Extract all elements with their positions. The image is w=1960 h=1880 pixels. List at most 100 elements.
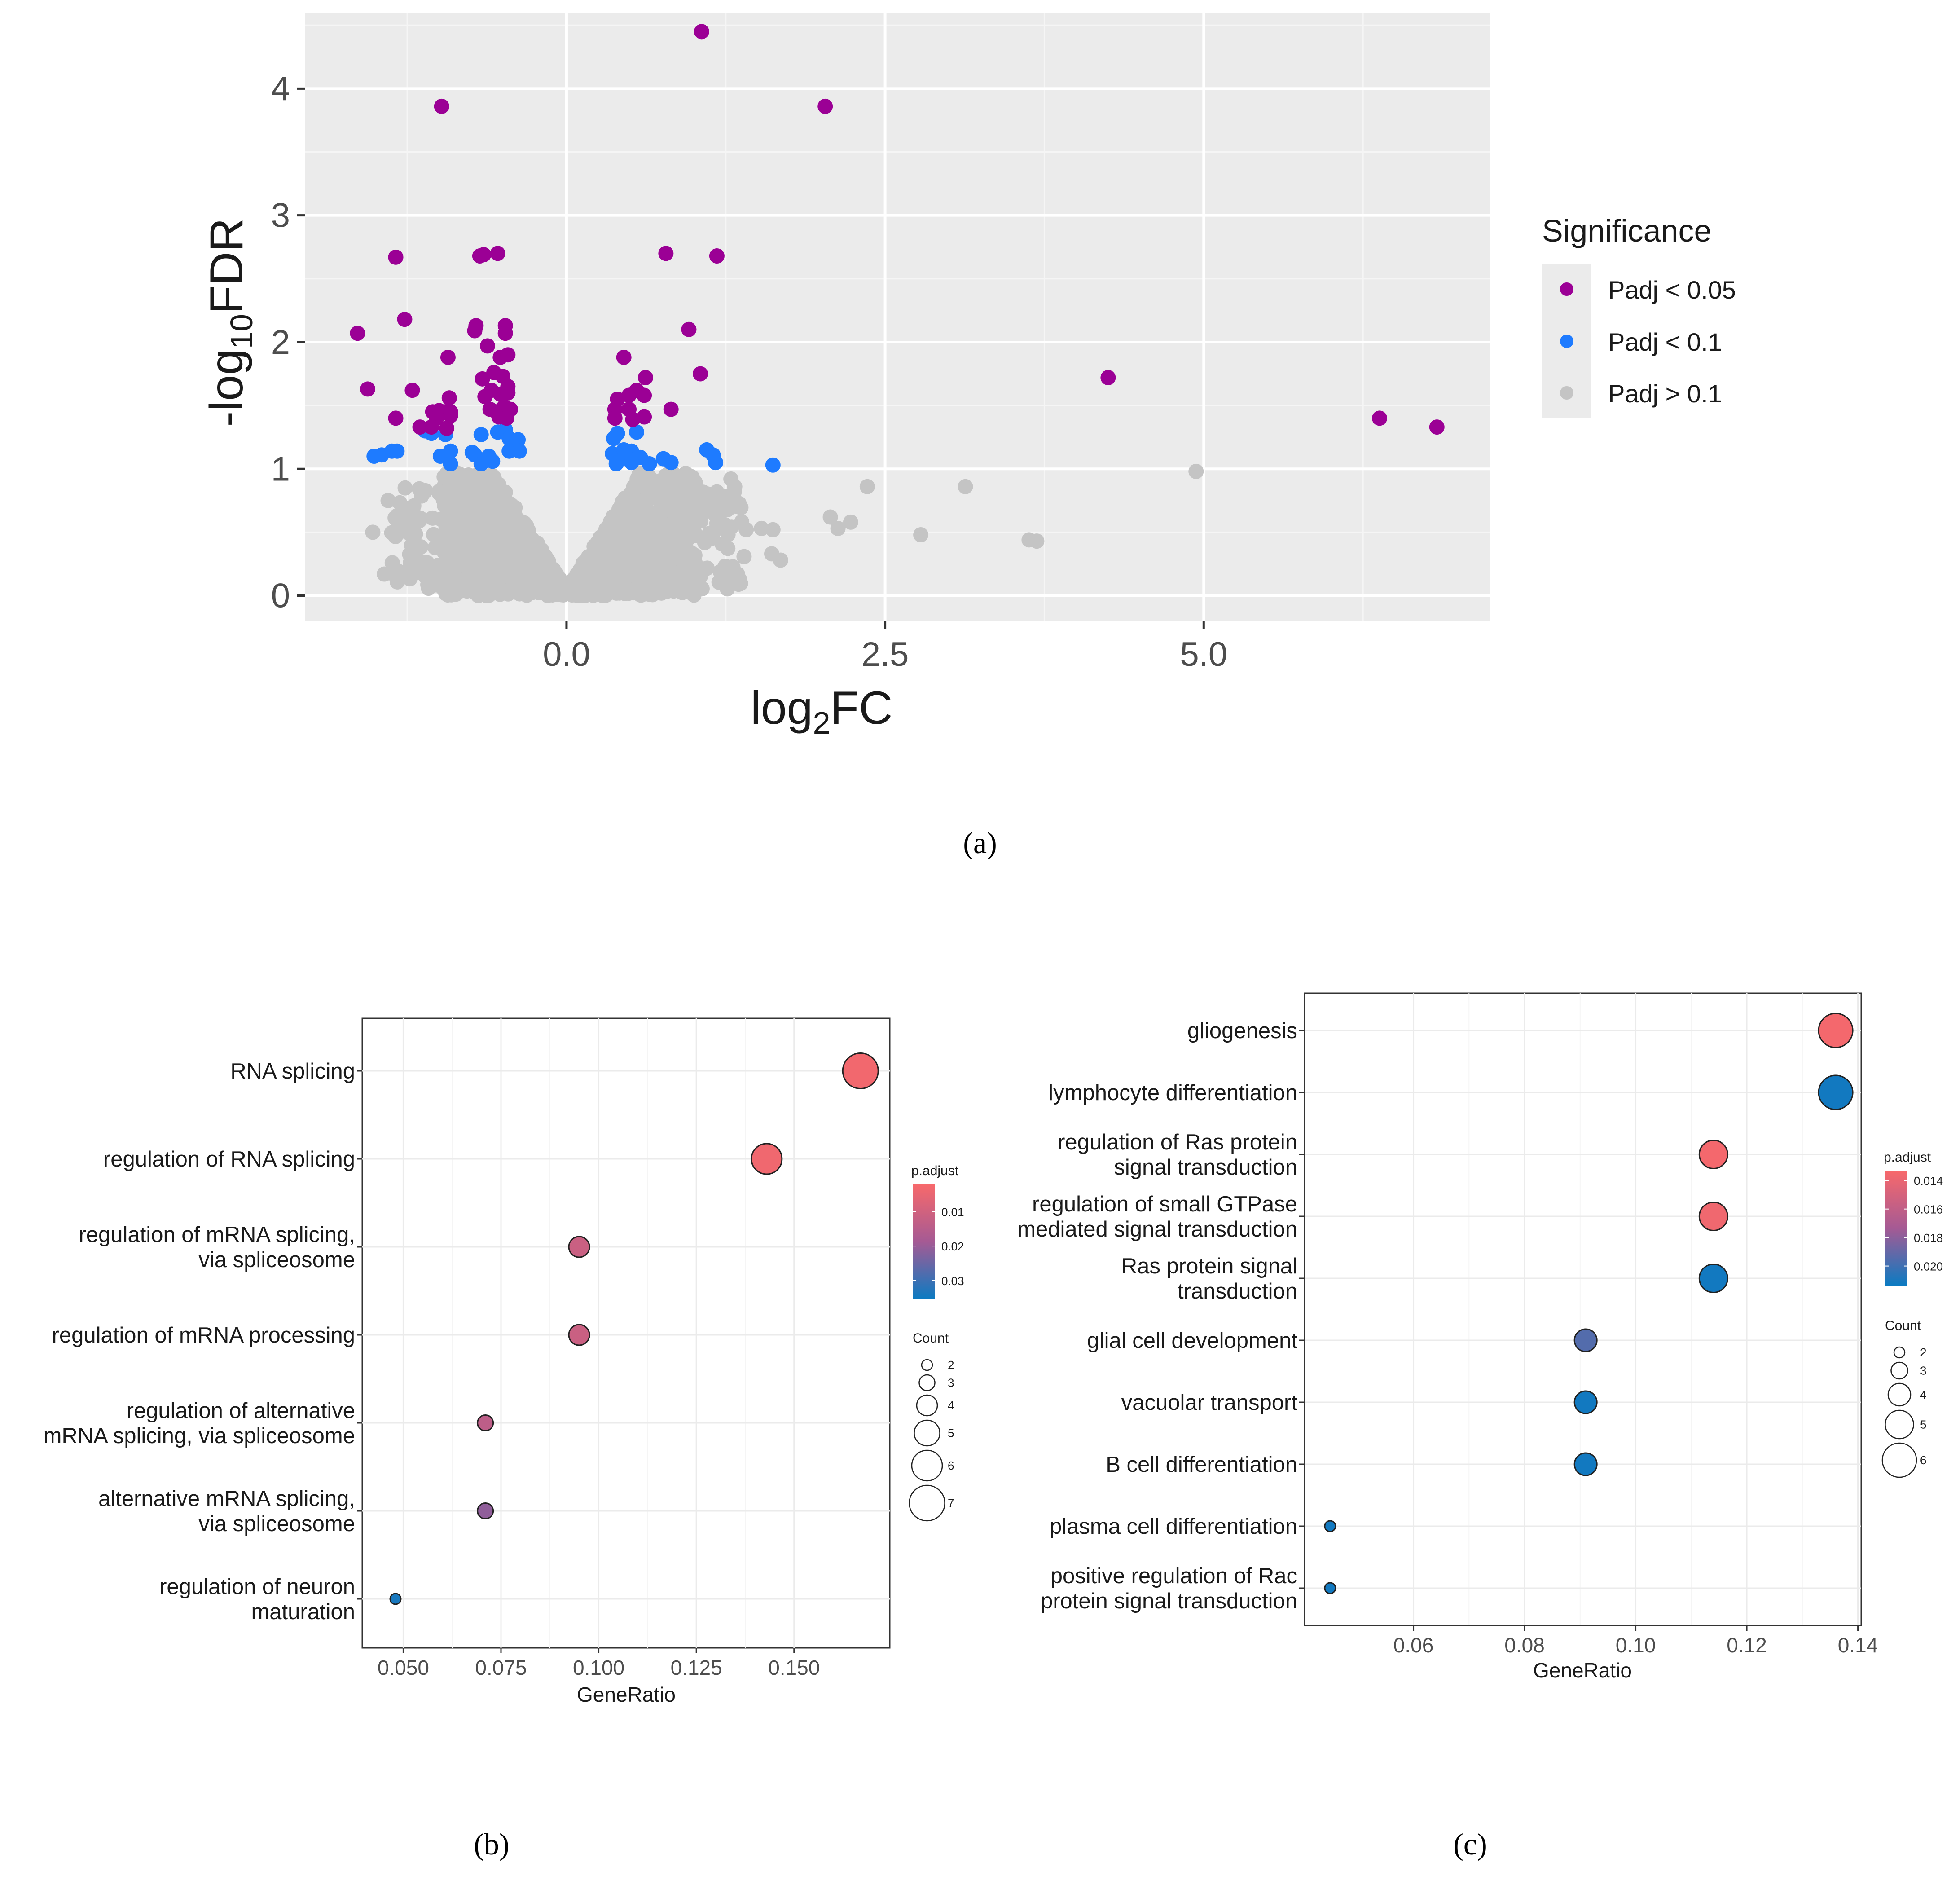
volcano-cloud-point (501, 582, 517, 598)
dotplot-b: RNA splicing regulation of RNA splicing re… (44, 1017, 964, 1861)
size-legend-circle (911, 1449, 943, 1482)
volcano-point (693, 366, 708, 382)
dotplot-x-tick-label: 0.12 (1727, 1633, 1767, 1657)
dotplot-category-label: via spliceosome (198, 1248, 355, 1272)
dotplot-c-x-axis-title: GeneRatio (1533, 1659, 1632, 1682)
dotplot-point (1324, 1520, 1336, 1532)
volcano-point (441, 390, 457, 406)
caption-b: (b) (474, 1827, 509, 1861)
volcano-cloud-point (483, 521, 498, 537)
volcano-cloud-point (595, 562, 611, 577)
volcano-point (427, 568, 443, 583)
size-legend-label: 2 (948, 1358, 954, 1372)
dotplot-c: gliogenesis lymphocyte differentiation reg… (1017, 992, 1943, 1861)
volcano-point (467, 323, 483, 339)
dotplot-category-label: protein signal transduction (1041, 1589, 1297, 1613)
dotplot-category-label: transduction (1178, 1279, 1297, 1303)
dotplot-category-label: mediated signal transduction (1017, 1217, 1297, 1242)
size-legend-circle (921, 1359, 933, 1371)
volcano-point (1029, 533, 1045, 549)
dotplot-point (1324, 1582, 1336, 1594)
volcano-point (473, 456, 489, 471)
volcano-cloud-point (402, 546, 417, 562)
volcano-y-tick-label: 4 (271, 70, 290, 108)
dotplot-category-label: B cell differentiation (1106, 1453, 1297, 1477)
colorbar-tick-label: 0.03 (941, 1274, 964, 1288)
volcano-cloud-point (472, 496, 488, 512)
volcano-cloud-point (613, 501, 628, 516)
volcano-point (439, 420, 455, 436)
dotplot-x-tick-label: 0.100 (573, 1656, 624, 1679)
volcano-cloud-point (471, 549, 487, 564)
volcano-point (608, 456, 624, 471)
dotplot-point (1818, 1013, 1854, 1048)
size-legend-label: 3 (1920, 1364, 1926, 1378)
volcano-major-grid (305, 13, 1490, 621)
dotplot-b-category-labels: RNA splicing regulation of RNA splicing re… (44, 1059, 362, 1624)
colorbar-tick-label: 0.01 (941, 1205, 964, 1219)
dotplot-b-grid (362, 1018, 890, 1648)
dotplot-category-label: plasma cell differentiation (1050, 1515, 1297, 1539)
colorbar-tick-label: 0.016 (1914, 1203, 1943, 1216)
volcano-point (738, 522, 754, 537)
dotplot-b-legend: p.adjust 0.01 0.02 0.03 Count 2 3 4 5 6 7 (909, 1163, 964, 1522)
volcano-cloud-point (631, 510, 647, 525)
legend-label-padj-01: Padj < 0.1 (1608, 328, 1722, 356)
volcano-point (497, 326, 513, 341)
dotplot-c-category-labels: gliogenesis lymphocyte differentiation reg… (1017, 1019, 1305, 1613)
colorbar-tick-label: 0.020 (1914, 1260, 1943, 1273)
volcano-point (490, 246, 505, 261)
dotplot-point (477, 1414, 494, 1431)
volcano-cloud-point (426, 527, 441, 542)
volcano-cloud-point (652, 540, 668, 555)
colorbar-tick-label: 0.014 (1914, 1174, 1943, 1188)
dotplot-x-tick-label: 0.125 (671, 1656, 722, 1679)
volcano-cloud-point (720, 502, 735, 517)
dotplot-x-tick-label: 0.08 (1504, 1633, 1545, 1657)
size-legend-circle (1885, 1409, 1914, 1440)
dotplot-c-colorbar-title: p.adjust (1884, 1150, 1931, 1165)
dotplot-c-x-ticks: 0.06 0.08 0.10 0.12 0.14 (1393, 1625, 1878, 1657)
dotplot-b-size-legend-title: Count (913, 1331, 949, 1346)
volcano-nonsignificant-cloud (382, 465, 752, 603)
volcano-cloud-point (586, 538, 602, 554)
volcano-point (350, 326, 365, 341)
volcano-point (765, 457, 781, 473)
dotplot-b-colorbar-title: p.adjust (911, 1163, 959, 1178)
volcano-point (616, 349, 632, 365)
dotplot-b-colorbar (913, 1184, 935, 1299)
volcano-point (727, 479, 743, 494)
volcano-x-tick-label: 0.0 (543, 635, 590, 674)
volcano-point (389, 508, 405, 524)
volcano-point (642, 456, 657, 471)
dotplot-x-tick-label: 0.06 (1393, 1633, 1434, 1657)
dotplot-c-colorbar (1885, 1171, 1907, 1286)
volcano-cloud-point (488, 492, 504, 508)
dotplot-x-tick-label: 0.10 (1616, 1633, 1656, 1657)
volcano-point (1188, 463, 1204, 479)
volcano-cloud-point (700, 486, 716, 502)
volcano-point (681, 321, 697, 337)
volcano-cloud-point (602, 574, 617, 590)
size-legend-circle (1881, 1442, 1917, 1478)
volcano-point (365, 524, 381, 540)
volcano-cloud-point (691, 578, 707, 594)
volcano-point (377, 566, 392, 582)
dotplot-point (751, 1143, 783, 1175)
legend-label-padj-005: Padj < 0.05 (1608, 276, 1736, 304)
size-legend-circle (914, 1419, 940, 1447)
volcano-cloud-point (712, 564, 728, 580)
colorbar-tick-label: 0.018 (1914, 1231, 1943, 1245)
volcano-legend: Significance Padj < 0.05 Padj < 0.1 Padj… (1542, 213, 1736, 418)
legend-label-padj-gt01: Padj > 0.1 (1608, 379, 1722, 408)
size-legend-label: 6 (948, 1459, 954, 1472)
volcano-point (731, 577, 747, 592)
size-legend-label: 4 (948, 1399, 954, 1412)
volcano-cloud-point (582, 552, 598, 568)
volcano-point (694, 24, 709, 40)
volcano-cloud-point (505, 511, 521, 526)
volcano-point (709, 248, 725, 264)
volcano-cloud-point (397, 480, 413, 496)
dotplot-b-colorbar-ticks: 0.01 0.02 0.03 (913, 1205, 964, 1288)
